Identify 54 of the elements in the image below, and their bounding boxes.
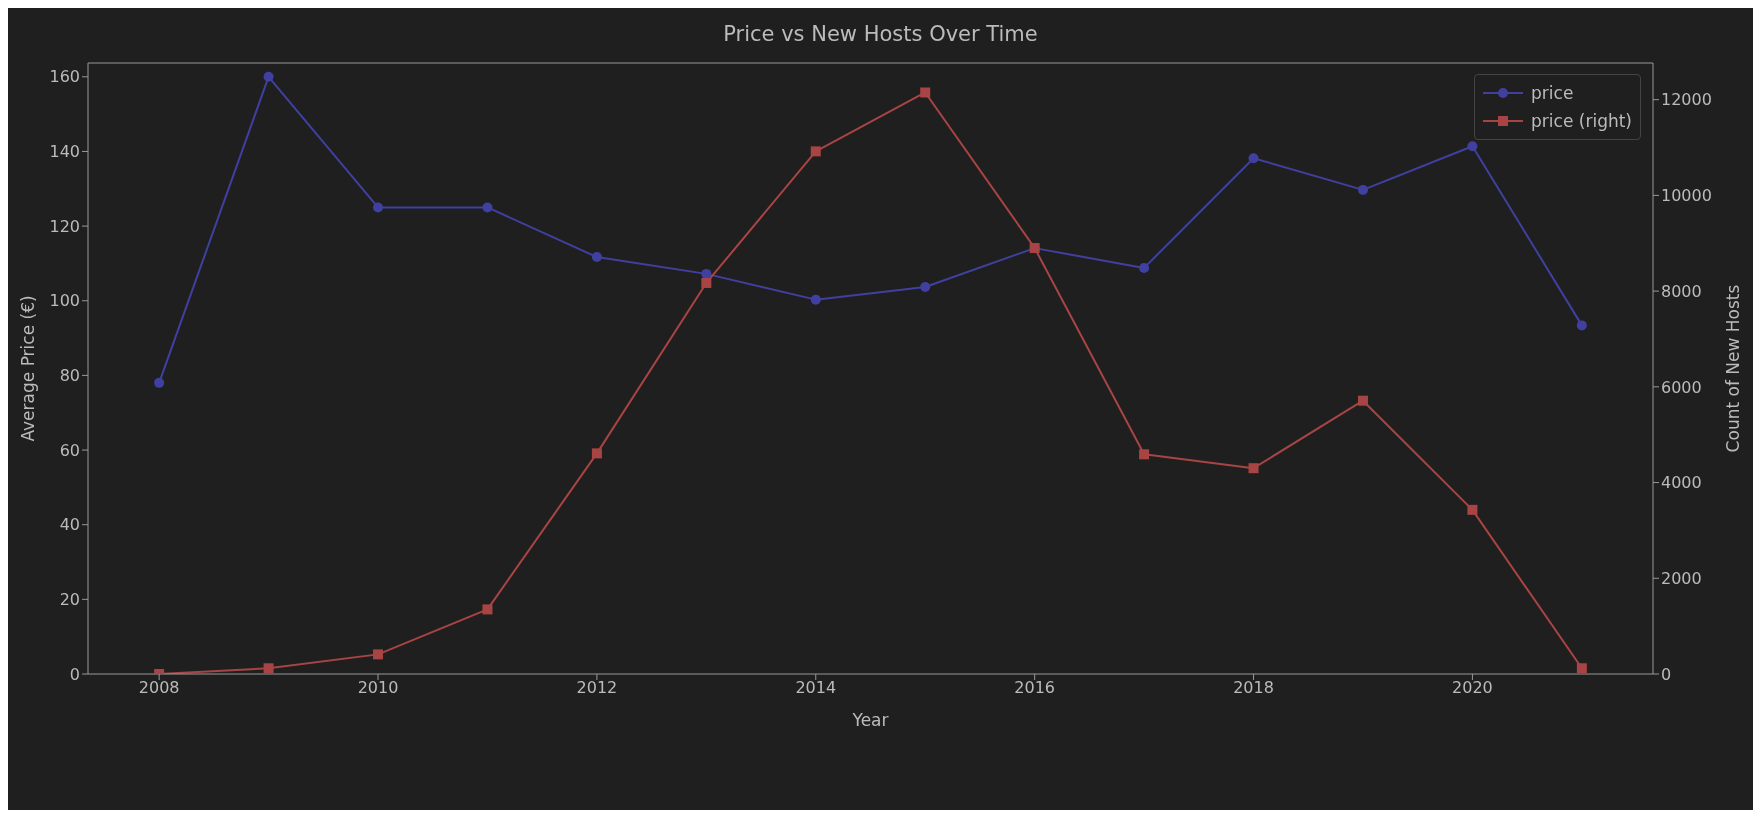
point (810, 294, 821, 305)
point (591, 448, 602, 459)
y-tick-label: 140 (49, 142, 80, 162)
point (1357, 184, 1368, 195)
y-tick-label: 20 (59, 590, 80, 610)
y-tick-label: 100 (49, 291, 80, 311)
point (1576, 320, 1587, 331)
point (482, 202, 493, 213)
point (1139, 262, 1150, 273)
x-tick-label: 2016 (1014, 678, 1056, 698)
x-tick-label: 2010 (357, 678, 399, 698)
point (1248, 153, 1259, 164)
y-tick-label: 120 (49, 216, 80, 236)
legend-label: price (1531, 83, 1574, 103)
point (1357, 395, 1368, 406)
y2-tick-label: 4000 (1661, 473, 1702, 493)
point (1576, 663, 1587, 674)
y-tick-label: 0 (69, 664, 80, 684)
y-tick-label: 160 (49, 67, 80, 87)
y-axis-title: Average Price (€) (18, 295, 39, 442)
point (373, 649, 384, 660)
y2-tick-label: 2000 (1661, 568, 1702, 588)
point (920, 87, 931, 98)
y2-tick-label: 0 (1661, 664, 1672, 684)
y-tick-label: 80 (59, 366, 80, 386)
point (701, 277, 712, 288)
point (1467, 504, 1478, 515)
y2-axis-title: Count of New Hosts (1723, 284, 1744, 453)
point (591, 252, 602, 263)
chart-title: Price vs New Hosts Over Time (722, 21, 1039, 48)
point (1467, 141, 1478, 152)
point (482, 604, 493, 615)
point (263, 663, 274, 674)
y-tick-label: 40 (59, 515, 80, 535)
point (810, 146, 821, 157)
x-tick-label: 2020 (1452, 678, 1493, 698)
point (373, 202, 384, 213)
y2-tick-label: 6000 (1661, 377, 1702, 397)
point (1248, 463, 1259, 474)
y2-tick-label: 10000 (1661, 186, 1712, 206)
x-axis-title: Year (851, 710, 889, 730)
y2-tick-label: 8000 (1661, 281, 1702, 301)
y2-tick-label: 12000 (1661, 90, 1712, 110)
point (1139, 449, 1150, 460)
point (701, 268, 712, 279)
x-tick-label: 2012 (576, 678, 618, 698)
x-tick-label: 2014 (795, 678, 837, 698)
y-tick-label: 60 (59, 440, 80, 460)
x-tick-label: 2008 (138, 678, 180, 698)
point (920, 281, 931, 292)
x-tick-label: 2018 (1233, 678, 1274, 698)
point (263, 71, 274, 82)
point (154, 377, 165, 388)
legend-label: price (right) (1531, 111, 1632, 131)
